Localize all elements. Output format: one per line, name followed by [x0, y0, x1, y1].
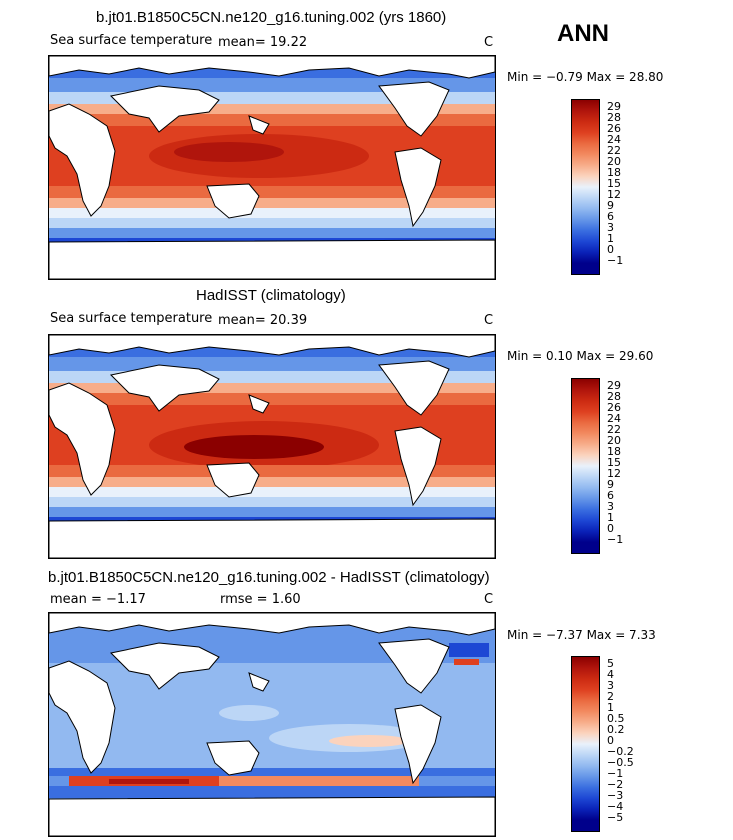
panel-1-variable: Sea surface temperature [50, 33, 213, 48]
colorbar-tick: 0 [607, 243, 614, 256]
panel-1-mean: mean= 19.22 [218, 35, 308, 50]
colorbar-tick: 0.2 [607, 723, 625, 736]
colorbar-tick: 28 [607, 111, 621, 124]
colorbar-tick: 20 [607, 155, 621, 168]
colorbar-tick: 0 [607, 522, 614, 535]
panel-3-units: C [484, 592, 494, 607]
colorbar-tick: −0.5 [607, 756, 634, 769]
colorbar-tick: 5 [607, 657, 614, 670]
colorbar-tick: 18 [607, 445, 621, 458]
panel-2-map [48, 334, 496, 559]
panel-3-colorbar [571, 656, 600, 832]
colorbar-tick: 20 [607, 434, 621, 447]
panel-3-map [48, 612, 496, 837]
panel-3-minmax: Min = −7.37 Max = 7.33 [507, 628, 656, 642]
panel-2-colorbar [571, 378, 600, 554]
panel-1-minmax: Min = −0.79 Max = 28.80 [507, 70, 664, 84]
colorbar-tick: 22 [607, 144, 621, 157]
colorbar-tick: −1 [607, 533, 624, 546]
season-label: ANN [557, 20, 609, 47]
colorbar-tick: 15 [607, 456, 621, 469]
colorbar-tick: 12 [607, 188, 621, 201]
colorbar-tick: 9 [607, 478, 614, 491]
colorbar-tick: 3 [607, 500, 614, 513]
colorbar-tick: 26 [607, 401, 621, 414]
panel-1-units: C [484, 35, 494, 50]
colorbar-tick: −1 [607, 767, 624, 780]
panel-2-colorbar-fill [572, 379, 599, 553]
panel-1-colorbar-fill [572, 100, 599, 274]
colorbar-tick: 6 [607, 210, 614, 223]
colorbar-tick: 15 [607, 177, 621, 190]
colorbar-tick: 6 [607, 489, 614, 502]
colorbar-tick: 1 [607, 701, 614, 714]
colorbar-tick: 0.5 [607, 712, 625, 725]
colorbar-tick: −0.2 [607, 745, 634, 758]
colorbar-tick: 9 [607, 199, 614, 212]
panel-3-title: b.jt01.B1850C5CN.ne120_g16.tuning.002 - … [48, 569, 490, 586]
colorbar-tick: −3 [607, 789, 624, 802]
colorbar-tick: 26 [607, 122, 621, 135]
colorbar-tick: 22 [607, 423, 621, 436]
colorbar-tick: 4 [607, 668, 614, 681]
colorbar-tick: 2 [607, 690, 614, 703]
colorbar-tick: 1 [607, 232, 614, 245]
colorbar-tick: 12 [607, 467, 621, 480]
panel-2-title: HadISST (climatology) [196, 287, 346, 304]
colorbar-tick: −4 [607, 800, 624, 813]
panel-1-map-svg [49, 56, 495, 279]
colorbar-tick: 24 [607, 412, 621, 425]
panel-2-minmax: Min = 0.10 Max = 29.60 [507, 349, 654, 363]
colorbar-tick: 1 [607, 511, 614, 524]
colorbar-tick: 3 [607, 679, 614, 692]
panel-1-title: b.jt01.B1850C5CN.ne120_g16.tuning.002 (y… [96, 9, 447, 26]
panel-1-map [48, 55, 496, 280]
colorbar-tick: −1 [607, 254, 624, 267]
colorbar-tick: −5 [607, 811, 624, 824]
panel-3-colorbar-fill [572, 657, 599, 831]
colorbar-tick: 18 [607, 166, 621, 179]
colorbar-tick: 29 [607, 100, 621, 113]
panel-1-colorbar [571, 99, 600, 275]
colorbar-tick: −2 [607, 778, 624, 791]
colorbar-tick: 3 [607, 221, 614, 234]
panel-3-map-svg [49, 613, 495, 836]
panel-2-variable: Sea surface temperature [50, 311, 213, 326]
colorbar-tick: 28 [607, 390, 621, 403]
colorbar-tick: 24 [607, 133, 621, 146]
panel-2-mean: mean= 20.39 [218, 313, 308, 328]
panel-3-rmse: rmse = 1.60 [220, 592, 301, 607]
panel-3-mean: mean = −1.17 [50, 592, 146, 607]
panel-2-map-svg [49, 335, 495, 558]
colorbar-tick: 0 [607, 734, 614, 747]
colorbar-tick: 29 [607, 379, 621, 392]
panel-2-units: C [484, 313, 494, 328]
